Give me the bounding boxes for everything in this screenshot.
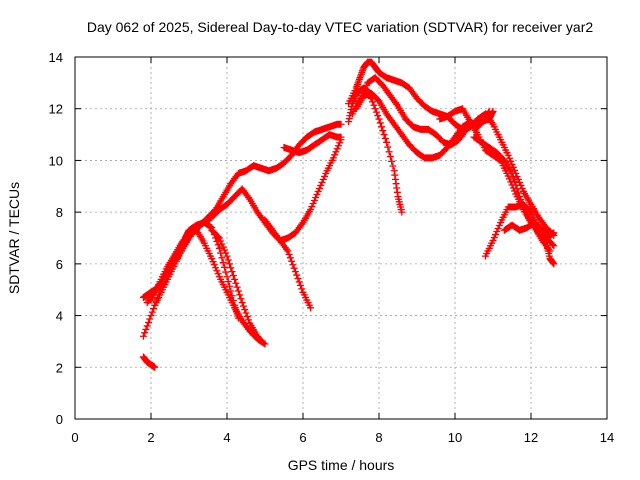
x-tick-label: 10 xyxy=(448,430,462,445)
y-tick-label: 2 xyxy=(56,360,63,375)
plot-frame xyxy=(74,56,608,420)
y-tick-label: 4 xyxy=(56,309,63,324)
x-tick-label: 4 xyxy=(223,430,230,445)
x-tick-label: 2 xyxy=(147,430,154,445)
x-axis-title: GPS time / hours xyxy=(288,457,395,473)
series-markers xyxy=(470,133,554,255)
axis-ticks xyxy=(74,56,608,420)
series-arc-9 xyxy=(280,131,345,157)
series-markers xyxy=(208,226,265,345)
series-arc-14 xyxy=(436,110,558,239)
series-arc-17 xyxy=(470,133,554,255)
series-arc-5 xyxy=(147,226,269,348)
y-axis-tick-labels: 0 2 4 6 8 10 12 14 xyxy=(49,50,63,427)
x-tick-label: 0 xyxy=(71,430,78,445)
y-tick-label: 0 xyxy=(56,412,63,427)
x-tick-label: 14 xyxy=(600,430,614,445)
series-markers xyxy=(261,136,345,245)
y-tick-label: 12 xyxy=(49,102,63,117)
x-tick-label: 12 xyxy=(524,430,538,445)
series-markers xyxy=(280,131,345,157)
x-axis-tick-labels: 0 2 4 6 8 10 12 14 xyxy=(71,430,614,445)
y-tick-label: 14 xyxy=(49,50,63,65)
chart-title: Day 062 of 2025, Sidereal Day-to-day VTE… xyxy=(87,19,593,35)
y-tick-label: 8 xyxy=(56,205,63,220)
series-arc-7 xyxy=(208,226,265,345)
y-tick-label: 10 xyxy=(49,153,63,168)
series-arc-8 xyxy=(261,136,345,245)
series-markers xyxy=(151,120,345,309)
series-arc-1 xyxy=(139,353,159,371)
x-tick-label: 6 xyxy=(299,430,306,445)
grid xyxy=(75,57,607,419)
data-series xyxy=(139,58,558,371)
series-arc-6 xyxy=(151,120,345,309)
y-tick-label: 6 xyxy=(56,257,63,272)
series-markers xyxy=(139,353,159,371)
y-axis-title: SDTVAR / TECUs xyxy=(6,182,22,294)
x-tick-label: 8 xyxy=(375,430,382,445)
series-markers xyxy=(147,226,269,348)
series-markers xyxy=(436,110,558,239)
